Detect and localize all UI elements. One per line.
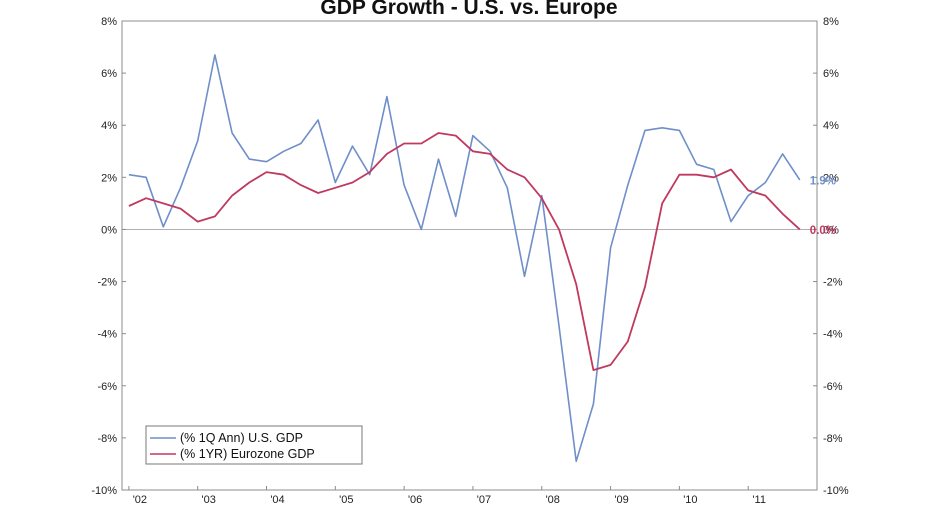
eurozone-gdp-end-label: 0.0%	[810, 225, 836, 237]
x-tick-label: '07	[477, 494, 491, 506]
y-tick-label-right: 6%	[823, 68, 839, 80]
y-axis-right: 8% 6% 4% 2% 0% -2% -4% -6% -8% -10%	[813, 16, 849, 497]
x-tick-label: '09	[614, 494, 628, 506]
x-axis: '02 '03 '04 '05 '06 '07 '08 '09 '10 '11	[128, 486, 766, 506]
x-tick-label: '03	[202, 494, 216, 506]
y-tick-label-left: 4%	[101, 120, 117, 132]
legend-box	[145, 425, 363, 465]
us-gdp-end-label: 1.9%	[810, 175, 836, 187]
y-tick-label-right: -10%	[823, 485, 849, 497]
series-layer	[128, 54, 801, 463]
x-tick-label: '05	[339, 494, 353, 506]
us-gdp-line	[128, 54, 801, 463]
y-tick-label-right: 0%	[823, 224, 839, 236]
y-tick-label-right: 4%	[823, 120, 839, 132]
x-tick-label: '04	[270, 494, 284, 506]
eurozone-gdp-line	[128, 132, 801, 372]
x-tick-label: '06	[408, 494, 422, 506]
x-tick-label: '10	[683, 494, 697, 506]
y-axis-left: 8% 6% 4% 2% 0% -2% -4% -6% -8% -10%	[91, 16, 126, 497]
y-tick-label-left: -10%	[91, 485, 117, 497]
y-tick-label-left: 0%	[101, 224, 117, 236]
y-tick-label-right: -8%	[823, 433, 843, 445]
y-tick-label-left: 2%	[101, 172, 117, 184]
legend-label-us: (% 1Q Ann) U.S. GDP	[180, 431, 303, 445]
y-tick-label-right: 2%	[823, 172, 839, 184]
y-tick-label-right: -2%	[823, 277, 843, 289]
y-tick-label-right: -6%	[823, 381, 843, 393]
y-tick-label-left: -6%	[97, 381, 117, 393]
plot-area-frame	[121, 20, 818, 491]
y-tick-label-left: -4%	[97, 329, 117, 341]
y-tick-label-right: -4%	[823, 329, 843, 341]
chart-title: GDP Growth - U.S. vs. Europe	[320, 0, 617, 19]
x-tick-label: '02	[133, 494, 147, 506]
x-tick-label: '11	[752, 494, 766, 506]
y-tick-label-left: -2%	[97, 277, 117, 289]
x-tick-label: '08	[546, 494, 560, 506]
legend: (% 1Q Ann) U.S. GDP (% 1YR) Eurozone GDP	[145, 425, 363, 465]
y-tick-label-right: 8%	[823, 16, 839, 28]
y-tick-label-left: 6%	[101, 68, 117, 80]
y-tick-label-left: 8%	[101, 16, 117, 28]
legend-label-eurozone: (% 1YR) Eurozone GDP	[180, 447, 315, 461]
y-tick-label-left: -8%	[97, 433, 117, 445]
end-labels: 1.9% 0.0%	[810, 175, 836, 237]
